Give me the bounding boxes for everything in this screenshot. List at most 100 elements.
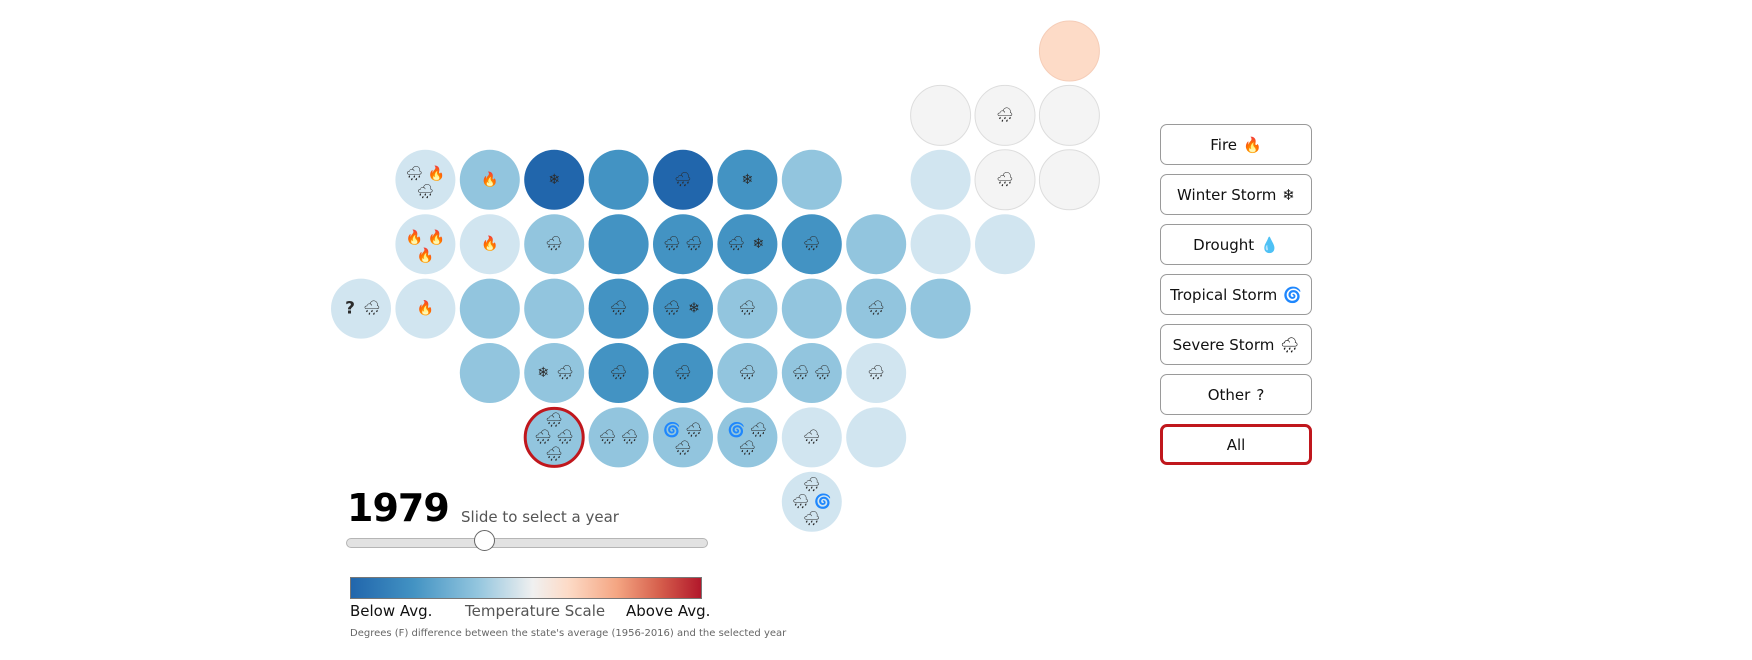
state-tile[interactable] <box>524 279 584 339</box>
state-tile[interactable]: 🔥 🔥🔥 <box>395 214 455 274</box>
state-tile-circle[interactable] <box>717 214 777 274</box>
state-tile-circle[interactable] <box>460 343 520 403</box>
slider-label: Slide to select a year <box>461 508 619 526</box>
state-tile[interactable]: 🌧 <box>782 407 842 467</box>
state-tile-circle[interactable] <box>782 150 842 210</box>
state-tile[interactable] <box>460 279 520 339</box>
filter-tropical-storm-button[interactable]: Tropical Storm 🌀 <box>1160 274 1312 315</box>
state-tile-circle[interactable] <box>653 279 713 339</box>
filter-drought-button[interactable]: Drought 💧 <box>1160 224 1312 265</box>
state-tile[interactable]: 🌧 🔥🌧 <box>395 150 455 210</box>
state-tile[interactable]: 🌧 <box>589 343 649 403</box>
year-slider-handle[interactable] <box>474 530 495 551</box>
state-tile[interactable] <box>846 214 906 274</box>
filter-winter-storm-button[interactable]: Winter Storm ❄ <box>1160 174 1312 215</box>
state-tile[interactable]: 🌧🌧 🌧🌧 <box>524 407 584 467</box>
state-tile[interactable]: 🌧 🌧 <box>782 343 842 403</box>
filter-label: Tropical Storm <box>1170 286 1277 304</box>
state-tile-circle[interactable] <box>395 214 455 274</box>
state-tile[interactable]: ❄ <box>524 150 584 210</box>
rain-cloud-icon: 🌧 <box>674 365 692 381</box>
state-tile-circle[interactable] <box>911 150 971 210</box>
state-tile-circle[interactable] <box>1039 150 1099 210</box>
state-tile[interactable]: ❄ <box>717 150 777 210</box>
state-tile[interactable] <box>911 85 971 145</box>
state-tile[interactable]: 🌧 <box>975 150 1035 210</box>
state-tile[interactable]: 🌧 <box>975 85 1035 145</box>
state-tile[interactable]: 🌧 <box>846 279 906 339</box>
state-tile[interactable]: 🌧 🌧 <box>589 407 649 467</box>
state-tile-circle[interactable] <box>589 214 649 274</box>
fire-icon: 🔥 <box>428 165 445 182</box>
state-tile-circle[interactable] <box>524 343 584 403</box>
rain-cloud-icon: 🌧 <box>867 301 885 317</box>
state-tile-circle[interactable] <box>1039 85 1099 145</box>
state-tile[interactable]: 🌧 <box>717 279 777 339</box>
state-tile-circle[interactable] <box>589 407 649 467</box>
fire-icon: 🔥 <box>1243 136 1262 154</box>
state-tile[interactable] <box>1039 150 1099 210</box>
state-tile-circle[interactable] <box>911 85 971 145</box>
state-tile[interactable]: 🌧 <box>717 343 777 403</box>
state-tile-circle[interactable] <box>846 214 906 274</box>
state-tile[interactable] <box>911 214 971 274</box>
state-tile[interactable]: 🌧 <box>653 150 713 210</box>
state-tile[interactable] <box>1039 85 1099 145</box>
state-tile[interactable]: 🌧 🌧 <box>653 214 713 274</box>
filter-all-button[interactable]: All <box>1160 424 1312 465</box>
state-tile-circle[interactable] <box>782 279 842 339</box>
state-tile[interactable] <box>589 150 649 210</box>
state-tile-circle[interactable] <box>1039 21 1099 81</box>
state-tile[interactable]: 🔥 <box>460 214 520 274</box>
state-tile[interactable]: 🌀 🌧 🌧 <box>717 407 777 467</box>
state-tile[interactable] <box>1039 21 1099 81</box>
state-tile-circle[interactable] <box>331 279 391 339</box>
state-tile[interactable] <box>846 407 906 467</box>
rain-cloud-icon: 🌧 <box>556 365 574 381</box>
state-tile[interactable]: 🌧 <box>589 279 649 339</box>
state-tile-circle[interactable] <box>782 343 842 403</box>
state-tile[interactable]: ❄ 🌧 <box>524 343 584 403</box>
state-tile-circle[interactable] <box>717 407 777 467</box>
filter-label: Winter Storm <box>1177 186 1276 204</box>
state-tile[interactable]: 🌧 <box>782 214 842 274</box>
state-tile-circle[interactable] <box>846 407 906 467</box>
state-tile[interactable]: 🔥 <box>395 279 455 339</box>
fire-icon: 🔥 <box>417 247 434 264</box>
state-tile-circle[interactable] <box>589 150 649 210</box>
state-tile-circle[interactable] <box>395 150 455 210</box>
state-tile[interactable] <box>911 150 971 210</box>
state-tile-circle[interactable] <box>460 279 520 339</box>
state-tile[interactable] <box>460 343 520 403</box>
state-tile[interactable]: 🌧 ❄ <box>717 214 777 274</box>
state-tile[interactable]: 🌧 <box>653 343 713 403</box>
rain-cloud-icon: 🌧 <box>610 365 628 381</box>
state-tile[interactable]: 🌧 ❄ <box>653 279 713 339</box>
state-tile-circle[interactable] <box>911 214 971 274</box>
filter-other-button[interactable]: Other ? <box>1160 374 1312 415</box>
state-tile-circle[interactable] <box>975 214 1035 274</box>
state-tile[interactable] <box>975 214 1035 274</box>
filter-fire-button[interactable]: Fire 🔥 <box>1160 124 1312 165</box>
rain-cloud-icon: 🌧 <box>803 429 821 445</box>
state-tile[interactable] <box>782 150 842 210</box>
state-tile-circle[interactable] <box>911 279 971 339</box>
state-tile[interactable] <box>782 279 842 339</box>
hurricane-icon: 🌀 <box>728 420 745 438</box>
filter-severe-storm-button[interactable]: Severe Storm 🌧 <box>1160 324 1312 365</box>
year-slider-track[interactable] <box>346 538 708 548</box>
state-tile-circle[interactable] <box>524 279 584 339</box>
state-tile[interactable]: 🌧🌧 🌀🌧 <box>782 472 842 532</box>
state-tile[interactable]: 🌧 <box>524 214 584 274</box>
state-tile[interactable] <box>911 279 971 339</box>
rain-cloud-icon: 🌧 <box>803 511 821 527</box>
state-tile[interactable]: 🔥 <box>460 150 520 210</box>
state-tile[interactable] <box>589 214 649 274</box>
state-tile[interactable]: 🌧 <box>846 343 906 403</box>
state-tile[interactable]: ? 🌧 <box>331 279 391 339</box>
state-tile-circle[interactable] <box>653 407 713 467</box>
filter-label: Severe Storm <box>1173 336 1275 354</box>
rain-cloud-icon: 🌧 <box>996 172 1014 188</box>
state-tile-circle[interactable] <box>653 214 713 274</box>
state-tile[interactable]: 🌀 🌧 🌧 <box>653 407 713 467</box>
